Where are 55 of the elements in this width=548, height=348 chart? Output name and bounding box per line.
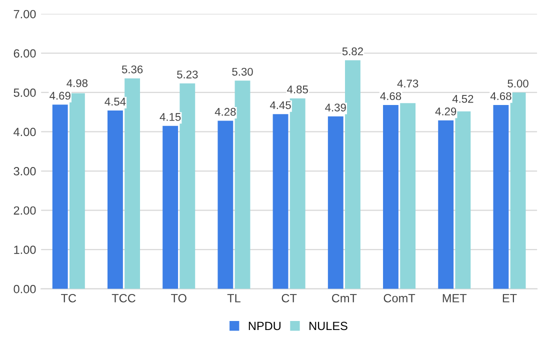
y-tick-label: 5.00: [14, 88, 36, 97]
bar: [218, 120, 234, 289]
bar: [162, 126, 178, 289]
data-label: 4.54: [104, 98, 126, 106]
data-label: 4.73: [397, 80, 418, 88]
legend-label: NPDU: [248, 322, 280, 330]
bar: [180, 83, 196, 289]
bar: [108, 110, 123, 289]
data-label: 4.15: [160, 113, 181, 121]
x-tick-label: ComT: [384, 294, 416, 302]
bar: [510, 92, 526, 289]
legend-label: NULES: [310, 322, 348, 330]
bar: [493, 105, 509, 289]
bar: [52, 104, 68, 289]
bar: [124, 78, 140, 289]
data-label: 5.36: [122, 65, 143, 74]
x-tick-label: MET: [442, 294, 467, 302]
data-label: 4.39: [325, 104, 346, 112]
data-label: 4.98: [66, 79, 88, 88]
x-tick-label: TCC: [112, 294, 136, 302]
bar: [272, 114, 288, 289]
data-label: 5.82: [342, 47, 363, 56]
y-tick-label: 7.00: [14, 10, 36, 18]
y-tick-label: 6.00: [14, 49, 36, 58]
y-tick-label: 1.00: [14, 246, 36, 254]
bar: [455, 111, 471, 289]
y-tick-label: 4.00: [14, 128, 36, 136]
x-tick-label: TL: [227, 294, 240, 302]
x-tick-label: CmT: [332, 294, 357, 302]
bar: [400, 103, 416, 289]
y-tick-label: 0.00: [14, 284, 36, 294]
data-label: 4.52: [452, 94, 474, 103]
data-label: 4.68: [380, 92, 402, 100]
data-label: 4.28: [214, 108, 236, 116]
bar: [383, 105, 398, 289]
x-tick-label: TO: [171, 294, 186, 302]
x-tick-label: CT: [282, 294, 297, 302]
bar: [234, 80, 250, 289]
data-label: 5.00: [508, 80, 528, 88]
data-label: 4.69: [50, 92, 70, 100]
bar: [345, 60, 360, 289]
x-tick-label: TC: [61, 294, 76, 302]
bar: [328, 116, 344, 289]
y-tick-label: 2.00: [14, 206, 36, 215]
data-label: 5.30: [232, 68, 253, 76]
data-label: 5.23: [177, 70, 198, 78]
x-tick-label: ET: [502, 294, 517, 302]
y-tick-label: 3.00: [14, 167, 36, 176]
data-label: 4.29: [435, 108, 456, 116]
data-label: 4.68: [490, 92, 512, 100]
bar: [69, 93, 85, 289]
data-label: 4.45: [270, 101, 291, 110]
bar: [290, 98, 306, 289]
bar: [438, 120, 454, 289]
data-label: 4.85: [287, 86, 308, 94]
